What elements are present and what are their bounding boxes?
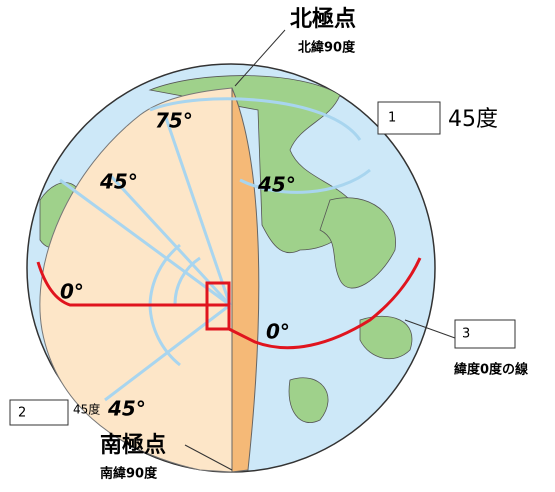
answer-box[interactable] — [454, 319, 516, 349]
angle-label: 45° — [107, 397, 146, 421]
box-label: 緯度0度の線 — [454, 362, 529, 378]
angle-label: 0° — [60, 280, 84, 304]
globe — [26, 63, 436, 473]
box-number: 2 — [18, 406, 26, 421]
south-pole-subtitle: 南緯90度 — [100, 466, 158, 482]
equator — [36, 257, 422, 350]
box-label: 45度 — [448, 107, 498, 132]
angle-label: 75° — [155, 109, 193, 133]
north-pole-title: 北極点 — [290, 6, 356, 32]
south-pole-title: 南極点 — [100, 432, 166, 458]
north-pole-subtitle: 北緯90度 — [298, 40, 356, 56]
angle-label: 0° — [266, 320, 290, 344]
angle-label: 45° — [99, 170, 138, 194]
angle-label: 45° — [257, 173, 296, 197]
answer-box[interactable] — [377, 101, 441, 135]
latitude-lines — [59, 97, 371, 402]
leaders — [184, 29, 456, 471]
box-number: 1 — [388, 111, 396, 126]
cross-section — [39, 87, 233, 473]
box-number: 3 — [462, 327, 470, 342]
answer-box[interactable] — [9, 399, 69, 426]
box-label: 45度 — [73, 402, 100, 417]
